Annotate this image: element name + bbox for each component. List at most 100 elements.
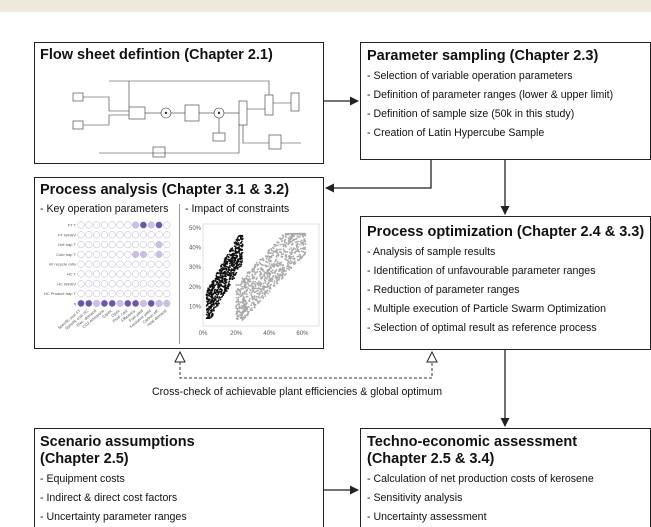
analysis-box: Process analysis (Chapter 3.1 & 3.2) - K… [34,177,324,349]
scatter-point-dark [236,237,239,239]
scatter-point-dark [230,258,232,260]
analysis-divider [179,204,180,344]
scatter-point-light [260,263,263,266]
scatter-point-light [256,282,259,284]
scatter-point-light [257,295,260,298]
bubble-cell [93,221,101,229]
scatter-point-light [253,306,256,309]
scatter-point-light [286,250,289,253]
bubble-cell [124,299,132,307]
scatter-point-light [235,296,238,299]
bubble-cell [93,280,101,288]
scatter-point-light [271,252,274,255]
scatter-point-light [281,277,284,280]
scatter-point-dark [227,287,230,290]
scatter-point-dark [220,276,223,278]
scatter-point-light [262,297,264,299]
scatter-point-light [279,248,282,251]
scatter-point-light [294,233,297,235]
scatter-point-light [269,278,271,281]
scatter-point-light [266,274,269,277]
scatter-point-light [241,302,244,304]
scatter-point-dark [206,298,209,301]
scatter-x-tick: 20% [230,331,243,337]
scatter-point-dark [214,295,217,298]
scatter-point-dark [237,264,240,266]
scatter-point-dark [218,280,221,282]
scatter-point-light [257,268,260,271]
scatter-point-dark [227,266,230,269]
scatter-point-light [268,290,271,293]
bubble-cell [116,231,124,239]
scatter-point-light [245,305,248,308]
scatter-point-light [257,302,259,305]
scatter-point-dark [216,271,219,274]
scatter-point-dark [219,298,222,301]
scatter-point-light [259,291,262,293]
scatter-point-light [282,245,285,247]
bubble-cell [139,260,147,268]
scatter-point-dark [213,297,215,299]
bubble-cell [116,270,124,278]
bubble-cell [163,290,171,298]
scatter-point-dark [239,248,242,251]
scatter-point-light [267,281,270,284]
scatter-point-light [301,234,304,237]
scatter-point-dark [240,244,243,247]
scatter-point-light [293,252,296,254]
scatter-point-dark [205,313,208,316]
scatter-point-light [288,248,291,251]
scatter-point-light [277,272,279,275]
scatter-point-light [298,253,301,256]
scatter-point-dark [216,289,219,291]
scatter-point-dark [232,264,235,267]
bubble-cell [100,221,108,229]
scatter-point-dark [207,311,209,314]
bubble-cell [85,270,93,278]
bubble-row-label: FT T [68,223,77,228]
bubble-cell [108,299,116,307]
scatter-point-dark [210,293,213,296]
scatter-point-light [283,270,286,273]
scatter-point-light [248,300,251,303]
scatter-point-light [260,258,263,261]
bubble-cell [108,270,116,278]
scatter-point-dark [229,262,231,265]
scatter-point-light [249,280,252,283]
scatter-point-light [287,239,290,242]
scatter-point-light [260,283,263,286]
scatter-point-light [300,250,303,253]
scatter-point-dark [229,264,231,267]
scatter-point-light [236,317,239,319]
scatter-point-light [266,271,269,274]
scatter-point-dark [240,240,243,243]
scatter-point-light [249,289,252,292]
scatter-point-light [278,237,281,240]
scatter-point-light [261,294,264,297]
scatter-x-tick: 60% [296,331,309,337]
scatter-point-light [237,284,240,286]
scatter-point-light [239,295,242,298]
bubble-row-label: Int recycle ratio [49,262,77,267]
bubble-cell [132,299,140,307]
scatter-point-light [252,280,254,283]
scatter-point-light [244,310,247,313]
scatter-point-light [235,290,238,293]
scatter-point-light [286,265,289,268]
scatter-point-dark [216,296,219,299]
scatter-point-dark [216,290,218,293]
scatter-point-dark [215,275,218,278]
scatter-point-light [278,268,281,271]
scatter-point-light [284,232,287,235]
scatter-point-dark [238,254,241,257]
scatter-point-dark [237,260,240,263]
scatter-point-light [302,244,305,246]
scatter-point-light [273,243,275,246]
scatter-point-light [244,316,246,319]
scatter-point-light [239,317,242,319]
scatter-point-dark [214,288,217,291]
scatter-point-dark [222,264,225,267]
scatter-point-light [239,313,242,316]
scatter-point-light [289,253,292,256]
scatter-point-light [238,307,241,310]
